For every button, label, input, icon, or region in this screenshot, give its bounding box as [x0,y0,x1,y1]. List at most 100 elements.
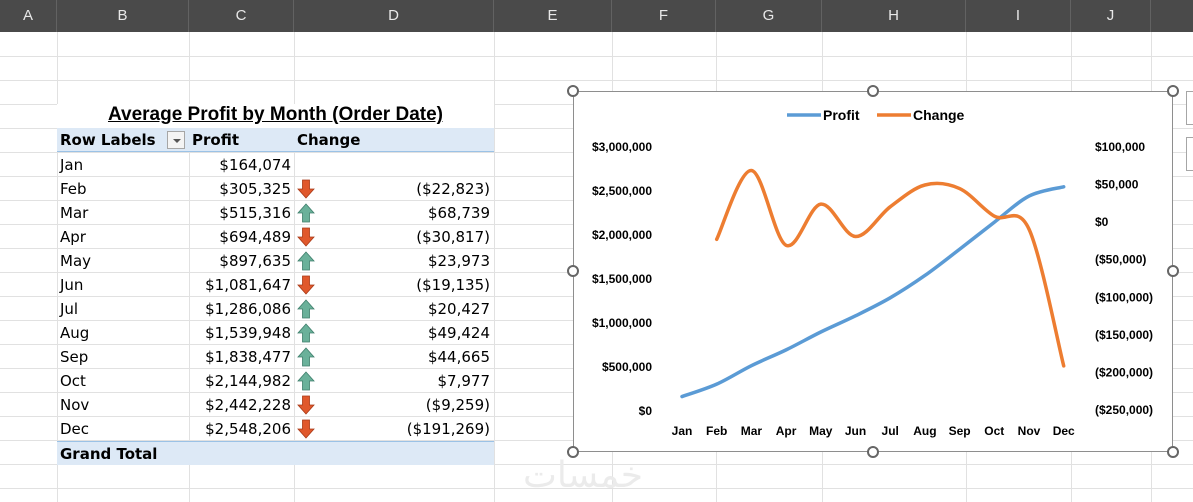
profit-value: $515,316 [219,204,291,222]
resize-handle[interactable] [1167,446,1179,458]
change-value: $68,739 [427,204,490,222]
change-header: Change [297,131,361,149]
column-header-d[interactable]: D [294,0,494,32]
pivot-row: Feb $305,325 ($22,823) [57,177,494,201]
grid-column-line [57,32,58,502]
row-labels-header: Row Labels [60,131,156,149]
arrow-down-icon [297,179,315,199]
pivot-row: Apr $694,489 ($30,817) [57,225,494,249]
arrow-up-icon [297,323,315,343]
column-header-h[interactable]: H [822,0,966,32]
month-label: Apr [60,228,86,246]
column-header-g[interactable]: G [716,0,822,32]
right-axis-tick-label: ($150,000) [1095,328,1153,342]
profit-change-chart[interactable]: $0 $500,000 $1,000,000 $1,500,000 $2,000,000… [573,91,1173,452]
resize-handle[interactable] [867,446,879,458]
change-value: $23,973 [427,252,490,270]
resize-handle[interactable] [1167,85,1179,97]
x-axis-tick-label: Oct [984,424,1004,438]
right-axis-tick-label: ($250,000) [1095,403,1153,417]
grid-column-line [189,32,190,502]
x-axis-tick-label: Jan [672,424,693,438]
change-value: ($19,135) [416,276,490,294]
x-axis-tick-label: Mar [741,424,763,438]
grid-row-line [0,464,1193,465]
chart-plot: $0 $500,000 $1,000,000 $1,500,000 $2,000,000… [592,107,1153,438]
pivot-row: Oct $2,144,982 $7,977 [57,369,494,393]
pivot-row: Dec $2,548,206 ($191,269) [57,417,494,441]
resize-handle[interactable] [567,85,579,97]
right-axis-tick-label: $50,000 [1095,178,1139,192]
arrow-down-icon [297,419,315,439]
profit-value: $164,074 [219,156,291,174]
right-axis-tick-label: ($200,000) [1095,365,1153,379]
month-label: Jan [60,156,84,174]
month-label: Jun [60,276,84,294]
left-axis-tick-label: $500,000 [602,360,652,374]
x-axis-tick-label: Dec [1053,424,1075,438]
month-label: Mar [60,204,89,222]
chart-elements-button[interactable] [1186,91,1193,125]
change-value: ($30,817) [416,228,490,246]
arrow-up-icon [297,347,315,367]
profit-value: $2,144,982 [205,372,291,390]
pivot-row: Jun $1,081,647 ($19,135) [57,273,494,297]
x-axis-tick-label: Sep [949,424,971,438]
resize-handle[interactable] [867,85,879,97]
resize-handle[interactable] [1167,265,1179,277]
arrow-up-icon [297,203,315,223]
month-label: Jul [60,300,79,318]
watermark: خمسات [523,455,644,496]
pivot-row: May $897,635 $23,973 [57,249,494,273]
right-axis-tick-label: ($100,000) [1095,290,1153,304]
arrow-up-icon [297,371,315,391]
right-axis-tick-label: $0 [1095,215,1109,229]
profit-value: $1,081,647 [205,276,291,294]
x-axis-tick-label: Nov [1018,424,1041,438]
legend-label-profit: Profit [823,107,860,123]
left-axis-tick-label: $3,000,000 [592,140,652,154]
resize-handle[interactable] [567,446,579,458]
month-label: Sep [60,348,89,366]
left-axis-tick-label: $0 [639,404,653,418]
row-labels-filter-button[interactable] [167,131,185,149]
month-label: Nov [60,396,90,414]
right-axis-tick-label: ($50,000) [1095,253,1146,267]
left-axis-tick-label: $2,000,000 [592,228,652,242]
column-header-e[interactable]: E [494,0,612,32]
column-header-b[interactable]: B [57,0,189,32]
legend-label-change: Change [913,107,965,123]
column-header-a[interactable]: A [0,0,57,32]
profit-value: $1,286,086 [205,300,291,318]
grid-column-line [294,32,295,502]
right-axis-tick-label: $100,000 [1095,140,1145,154]
column-header-i[interactable]: I [966,0,1071,32]
month-label: Feb [60,180,87,198]
pivot-title: Average Profit by Month (Order Date) [57,104,494,128]
pivot-row: Jan $164,074 [57,153,494,177]
x-axis-tick-label: Feb [706,424,727,438]
month-label: Oct [60,372,86,390]
change-value: $20,427 [427,300,490,318]
pivot-header-row: Row Labels Profit Change [57,128,494,152]
grand-total-label: Grand Total [60,445,158,463]
chart-styles-button[interactable] [1186,137,1193,171]
column-header-j[interactable]: J [1071,0,1151,32]
profit-value: $2,548,206 [205,420,291,438]
column-header-f[interactable]: F [612,0,716,32]
resize-handle[interactable] [567,265,579,277]
pivot-row: Mar $515,316 $68,739 [57,201,494,225]
change-value [397,153,490,177]
grid-row-line [0,80,1193,81]
profit-value: $897,635 [219,252,291,270]
month-label: Aug [60,324,90,342]
grid-row-line [0,488,1193,489]
left-axis-tick-label: $2,500,000 [592,184,652,198]
pivot-row: Nov $2,442,228 ($9,259) [57,393,494,417]
profit-value: $1,838,477 [205,348,291,366]
arrow-up-icon [297,251,315,271]
column-header-c[interactable]: C [189,0,294,32]
arrow-down-icon [297,275,315,295]
month-label: Dec [60,420,90,438]
